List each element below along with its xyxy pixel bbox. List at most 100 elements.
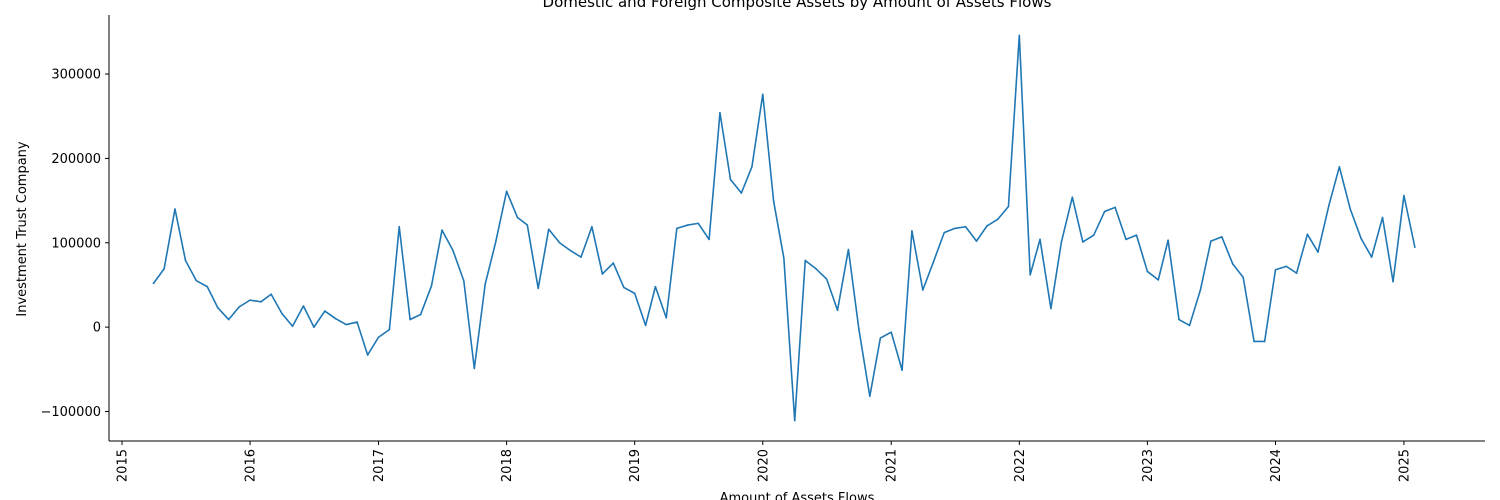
data-point [249,299,251,301]
data-point [623,286,625,289]
data-point [793,419,796,422]
data-point [1135,234,1138,236]
y-tick-label: 100000 [51,236,101,251]
data-point [1338,166,1341,168]
data-point [356,321,358,323]
y-axis-ticks: −100000 0 100000 200000 300000 [40,68,109,420]
data-point [1060,241,1063,243]
data-point [922,289,924,291]
data-point [997,218,999,220]
data-point [911,230,913,232]
data-point [1370,256,1373,258]
y-axis-title: Investment Trust Company [15,141,30,317]
data-point [740,192,743,194]
data-point [430,284,433,287]
data-point [366,354,369,356]
data-point [1414,246,1416,248]
data-point [901,369,903,371]
data-point [505,190,508,193]
data-point [537,287,539,290]
data-point [1253,340,1255,343]
data-point [206,285,209,288]
data-point [654,285,657,288]
chart-title: Domestic and Foreign Composite Assets by… [543,0,1052,11]
data-point [697,222,700,225]
data-point [569,249,571,252]
data-point [964,225,967,228]
data-point [1071,196,1074,199]
data-point [858,328,860,331]
data-point [1285,265,1288,268]
data-point [473,367,476,370]
x-tick-label: 2022 [1013,449,1028,482]
data-point [516,216,519,219]
data-point [1317,251,1319,253]
series-group [152,34,1416,422]
data-point [1242,276,1245,279]
data-point [1403,194,1405,197]
data-point [761,93,764,96]
data-point [1263,340,1266,343]
x-tick-label: 2021 [885,449,900,482]
data-point [591,225,593,228]
x-tick-label: 2017 [372,449,387,482]
data-point [772,200,775,203]
data-point [1018,34,1021,37]
data-point [1381,216,1384,219]
data-point [1146,270,1149,273]
data-point [238,306,240,308]
data-point [1349,208,1352,210]
data-point [324,310,326,312]
x-tick-label: 2016 [244,449,259,482]
data-point [195,279,198,282]
data-point [1306,233,1309,236]
x-axis-title: Amount of Assets Flows [720,491,875,500]
data-point [986,225,988,227]
data-point [953,227,956,230]
data-point [612,262,615,264]
data-point [847,248,850,251]
data-point [547,228,550,231]
data-point [227,318,230,321]
x-tick-label: 2015 [115,449,130,482]
data-point [975,240,978,242]
data-point [719,112,721,114]
data-point [398,225,401,228]
data-point [419,313,422,316]
data-point [281,312,283,315]
data-point [869,395,871,398]
data-point [441,229,443,231]
data-point [558,241,561,244]
data-point [184,259,187,262]
series-line [152,34,1416,422]
data-points [152,34,1416,422]
data-point [783,257,785,259]
data-point [216,306,219,309]
data-point [1050,307,1052,310]
data-point [462,279,465,282]
data-point [484,283,487,285]
x-tick-label: 2023 [1141,449,1156,482]
data-point [1210,240,1212,242]
y-tick-label: 300000 [51,68,101,83]
data-point [409,318,411,321]
data-point [1125,238,1127,241]
data-point [452,249,454,252]
data-point [1092,234,1095,236]
data-point [494,241,497,243]
data-point [1103,210,1106,213]
data-point [890,331,893,333]
y-tick-label: 200000 [51,152,101,167]
data-point [334,317,337,320]
data-point [260,301,262,303]
data-point [1328,204,1330,207]
data-point [270,293,272,296]
data-point [601,273,604,275]
data-point [932,261,935,263]
data-point [1231,263,1234,265]
data-point [1039,238,1041,241]
x-axis-ticks: 2015 2016 2017 2018 2019 2020 2021 2022 2023 2024… [115,441,1412,482]
y-tick-label: 0 [93,321,101,336]
data-point [302,305,305,307]
